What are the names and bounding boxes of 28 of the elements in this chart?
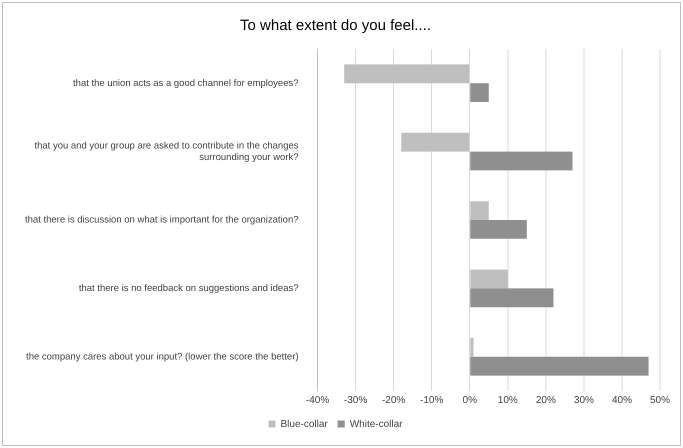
legend-label: Blue-collar	[280, 418, 328, 430]
y-tick-label: that there is no feedback on suggestions and ideas?	[78, 283, 299, 294]
legend-label: White-collar	[350, 418, 404, 430]
x-tick-label: -40%	[306, 394, 330, 406]
bar	[470, 338, 474, 357]
y-tick-label: that you and your group are asked to contribute in the changes surrounding your work?	[34, 140, 299, 163]
x-tick-label: 50%	[650, 394, 670, 406]
x-tick-label: -10%	[420, 394, 444, 406]
x-tick-label: 40%	[612, 394, 632, 406]
y-tick-label: that there is discussion on what is important for the organization?	[24, 214, 299, 226]
x-tick-label: 30%	[574, 394, 594, 406]
bar	[470, 288, 554, 308]
bar	[470, 201, 489, 220]
bar	[470, 220, 527, 239]
y-tick-label: that the union acts as a good channel for employees?	[73, 78, 299, 89]
bar	[470, 356, 649, 376]
x-tick-label: 0%	[462, 394, 478, 406]
chart-title: To what extent do you feel....	[240, 17, 431, 34]
x-tick-label: -30%	[344, 394, 368, 406]
bar	[470, 83, 489, 102]
bar	[344, 64, 470, 84]
bar	[401, 132, 470, 152]
bar	[470, 270, 508, 288]
x-tick-label: 20%	[536, 394, 556, 406]
x-tick-label: -20%	[382, 394, 406, 406]
x-tick-label: 10%	[498, 394, 518, 406]
bar	[470, 152, 572, 170]
y-tick-label: the company cares about your input? (lower the score the better)	[26, 351, 299, 362]
